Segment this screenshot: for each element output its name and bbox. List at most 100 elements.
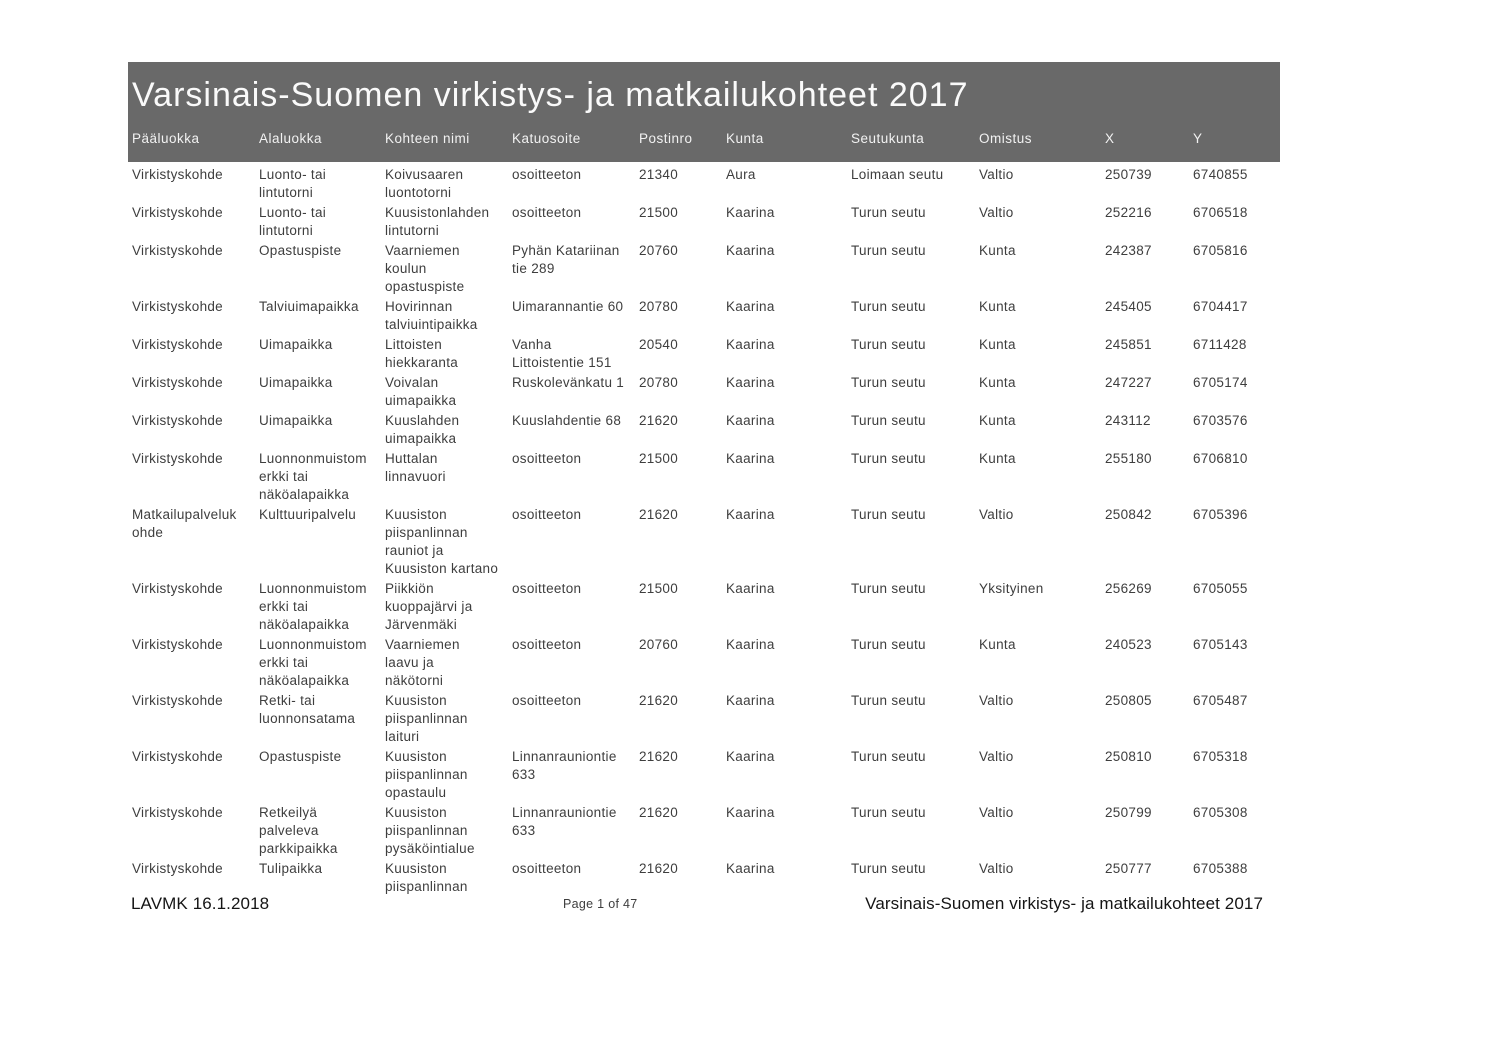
table-cell: Luonnonmuistom erkki tai näköalapaikka xyxy=(259,581,367,632)
table-cell: 6704417 xyxy=(1193,299,1248,314)
table-cell: osoitteeton xyxy=(512,167,582,182)
table-row: Virkistyskohde Tulipaikka Kuusiston piis… xyxy=(132,860,1280,898)
table-cell: Turun seutu xyxy=(851,451,926,466)
table-cell: Kaarina xyxy=(726,507,775,522)
table-cell: Valtio xyxy=(979,167,1014,182)
document-page: Varsinais-Suomen virkistys- ja matkailuk… xyxy=(128,62,1280,898)
table-cell: Hovirinnan talviuintipaikka xyxy=(385,299,478,332)
table-cell: 240523 xyxy=(1105,637,1152,652)
table-cell: Kuuslahdentie 68 xyxy=(512,413,622,428)
table-row: Virkistyskohde Talviuimapaikka Hovirinna… xyxy=(132,298,1280,336)
table-cell: Virkistyskohde xyxy=(132,413,223,428)
table-cell: Turun seutu xyxy=(851,299,926,314)
table-row: Virkistyskohde Uimapaikka Voivalan uimap… xyxy=(132,374,1280,412)
table-cell: Kaarina xyxy=(726,451,775,466)
table-row: Virkistyskohde Luonnonmuistom erkki tai … xyxy=(132,636,1280,692)
table-cell: Kuusistonlahden lintutorni xyxy=(385,205,490,238)
table-cell: 6705143 xyxy=(1193,637,1248,652)
table-cell: Virkistyskohde xyxy=(132,861,223,876)
table-cell: 21620 xyxy=(639,693,679,708)
table-cell: Uimapaikka xyxy=(259,337,333,352)
table-cell: Aura xyxy=(726,167,756,182)
table-row: Matkailupalveluk ohde Kulttuuripalvelu K… xyxy=(132,506,1280,580)
table-cell: Piikkiön kuoppajärvi ja Järvenmäki xyxy=(385,581,473,632)
table-cell: Virkistyskohde xyxy=(132,451,223,466)
table-cell: 20540 xyxy=(639,337,679,352)
page-title: Varsinais-Suomen virkistys- ja matkailuk… xyxy=(132,76,969,114)
table-cell: Turun seutu xyxy=(851,507,926,522)
table-cell: 6705388 xyxy=(1193,861,1248,876)
table-cell: Turun seutu xyxy=(851,375,926,390)
table-cell: osoitteeton xyxy=(512,451,582,466)
table-cell: 245405 xyxy=(1105,299,1152,314)
table-cell: Voivalan uimapaikka xyxy=(385,375,457,408)
table-cell: Valtio xyxy=(979,507,1014,522)
table-cell: Uimapaikka xyxy=(259,413,333,428)
table-cell: Turun seutu xyxy=(851,205,926,220)
table-cell: Kaarina xyxy=(726,337,775,352)
table-cell: 21620 xyxy=(639,861,679,876)
table-cell: Kaarina xyxy=(726,581,775,596)
table-cell: Valtio xyxy=(979,693,1014,708)
table-cell: Uimarannantie 60 xyxy=(512,299,624,314)
table-cell: Kunta xyxy=(979,637,1016,652)
table-cell: osoitteeton xyxy=(512,861,582,876)
table-cell: Valtio xyxy=(979,205,1014,220)
table-cell: 20780 xyxy=(639,299,679,314)
table-cell: Virkistyskohde xyxy=(132,243,223,258)
footer-date: LAVMK 16.1.2018 xyxy=(131,894,270,913)
table-cell: Pyhän Katariinan tie 289 xyxy=(512,243,620,276)
table-cell: Virkistyskohde xyxy=(132,299,223,314)
table-cell: 21620 xyxy=(639,507,679,522)
table-cell: Valtio xyxy=(979,805,1014,820)
table-cell: 6705174 xyxy=(1193,375,1248,390)
column-header-kohteen-nimi: Kohteen nimi xyxy=(385,131,470,146)
table-cell: 250810 xyxy=(1105,749,1152,764)
table-cell: Turun seutu xyxy=(851,749,926,764)
footer-document-title: Varsinais-Suomen virkistys- ja matkailuk… xyxy=(865,894,1263,913)
table-cell: Kuusiston piispanlinnan opastaulu xyxy=(385,749,468,800)
table-cell: Turun seutu xyxy=(851,637,926,652)
table-cell: 21500 xyxy=(639,581,679,596)
table-cell: Linnanrauniontie 633 xyxy=(512,749,617,782)
table-cell: Valtio xyxy=(979,749,1014,764)
table-cell: 20780 xyxy=(639,375,679,390)
table-cell: 20760 xyxy=(639,243,679,258)
table-cell: Kunta xyxy=(979,375,1016,390)
column-header-kunta: Kunta xyxy=(726,131,764,146)
table-cell: 250799 xyxy=(1105,805,1152,820)
table-cell: Virkistyskohde xyxy=(132,693,223,708)
table-header-row: Pääluokka Alaluokka Kohteen nimi Katuoso… xyxy=(132,130,1280,147)
column-header-omistus: Omistus xyxy=(979,131,1033,146)
column-header-alaluokka: Alaluokka xyxy=(259,131,323,146)
table-cell: 250739 xyxy=(1105,167,1152,182)
table-cell: Turun seutu xyxy=(851,413,926,428)
table-cell: Virkistyskohde xyxy=(132,581,223,596)
table-cell: 6705055 xyxy=(1193,581,1248,596)
table-cell: Opastuspiste xyxy=(259,243,342,258)
table-cell: Kaarina xyxy=(726,861,775,876)
table-cell: Kunta xyxy=(979,243,1016,258)
table-cell: 250805 xyxy=(1105,693,1152,708)
table-cell: Retki- tai luonnonsatama xyxy=(259,693,356,726)
table-cell: 21620 xyxy=(639,805,679,820)
table-cell: 21500 xyxy=(639,205,679,220)
header-bar: Varsinais-Suomen virkistys- ja matkailuk… xyxy=(128,62,1280,162)
table-cell: osoitteeton xyxy=(512,581,582,596)
table-cell: Kuusiston piispanlinnan pysäköintialue xyxy=(385,805,475,856)
table-cell: Huttalan linnavuori xyxy=(385,451,446,484)
table-cell: Virkistyskohde xyxy=(132,337,223,352)
table-cell: Kuusiston piispanlinnan laituri xyxy=(385,693,468,744)
table-cell: osoitteeton xyxy=(512,507,582,522)
table-cell: Valtio xyxy=(979,861,1014,876)
column-header-x: X xyxy=(1105,131,1115,146)
table-cell: Kaarina xyxy=(726,413,775,428)
table-cell: Virkistyskohde xyxy=(132,637,223,652)
table-cell: Kuusiston piispanlinnan xyxy=(385,861,468,894)
column-header-y: Y xyxy=(1193,131,1203,146)
table-cell: 245851 xyxy=(1105,337,1152,352)
table-cell: Yksityinen xyxy=(979,581,1044,596)
table-cell: Luonto- tai lintutorni xyxy=(259,205,327,238)
table-row: Virkistyskohde Retkeilyä palveleva parkk… xyxy=(132,804,1280,860)
table-cell: Kaarina xyxy=(726,375,775,390)
